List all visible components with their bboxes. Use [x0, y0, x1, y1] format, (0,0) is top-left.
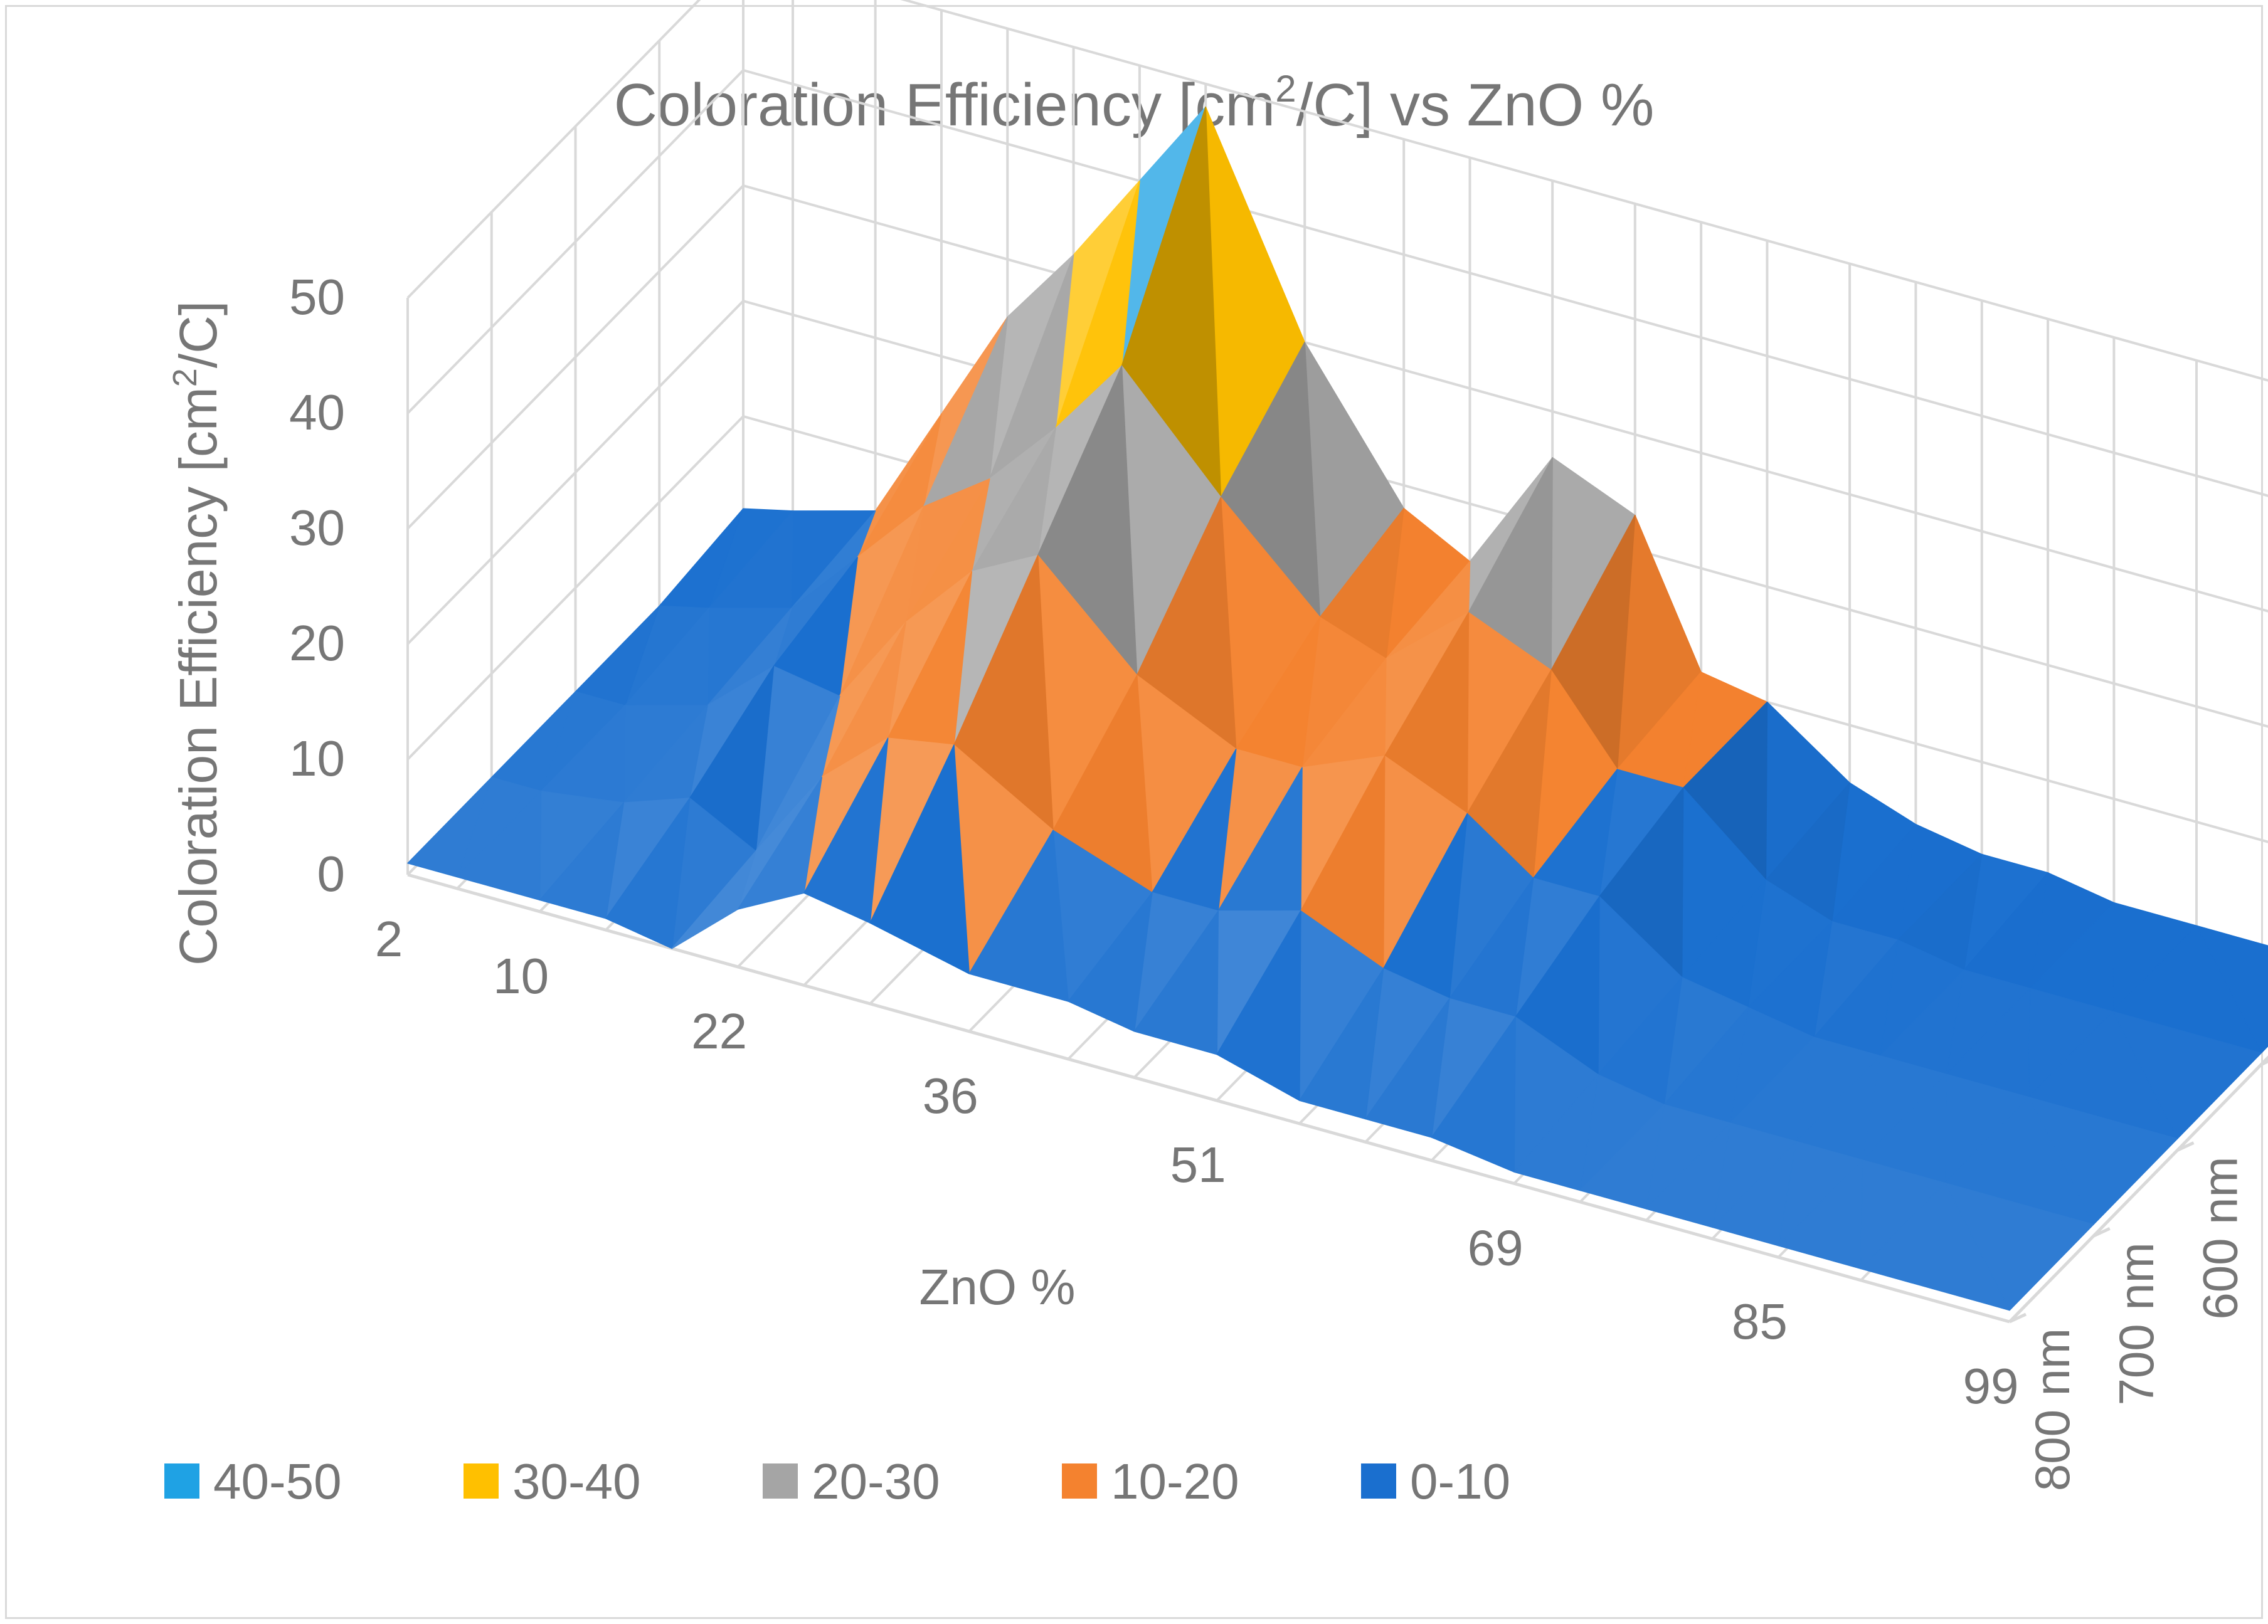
y-axis-title: Coloration Efficiency [cm2/C]: [166, 301, 228, 966]
surface-facet: [1431, 1016, 1516, 1173]
surface-facet: [869, 744, 970, 974]
surface-facet: [1513, 1074, 1599, 1191]
surface-facet: [1299, 968, 1384, 1120]
legend-label: 0-10: [1410, 1453, 1510, 1509]
legend: 40-50 30-40 20-30 10-20 0-10: [164, 1453, 1510, 1509]
x-axis-title: ZnO %: [919, 1259, 1076, 1315]
zno-tick-label: 85: [1732, 1294, 1788, 1349]
surface-facet: [671, 850, 756, 949]
zno-tick-label: 69: [1468, 1220, 1523, 1275]
back-wall-gridline: [900, 0, 2268, 382]
surface-facet: [803, 737, 889, 924]
surface-facet: [1778, 1159, 1863, 1270]
surface-facet: [1712, 1141, 1797, 1247]
zno-tick-label: 36: [923, 1068, 978, 1124]
legend-swatch: [1361, 1463, 1396, 1499]
surface-facet: [1133, 910, 1219, 1055]
zno-axis-tick-labels: 2 10 22 36 51 69 85 99: [375, 911, 2019, 1414]
legend-swatch: [1062, 1463, 1097, 1499]
zno-tick-label: 2: [375, 911, 403, 967]
surface-facet: [407, 777, 492, 878]
surface-facet: [1579, 1104, 1665, 1210]
surface-facet: [737, 776, 823, 910]
z-tick-label: 40: [289, 384, 345, 440]
legend-label: 40-50: [213, 1453, 342, 1509]
legend-label: 20-30: [812, 1453, 940, 1509]
wavelength-tick-label: 700 nm: [2109, 1242, 2164, 1405]
surface-plot: [407, 106, 2268, 1311]
surface-facet: [1365, 998, 1450, 1138]
zno-tick-label: 10: [493, 948, 549, 1004]
legend-swatch: [464, 1463, 499, 1499]
surface-facet: [605, 798, 691, 949]
zno-tick-label: 22: [691, 1003, 747, 1059]
wavelength-tick-mark: [2260, 1060, 2268, 1067]
zno-tick-label: 51: [1170, 1137, 1226, 1193]
legend-label: 30-40: [512, 1453, 641, 1509]
wavelength-tick-label: 600 nm: [2193, 1157, 2248, 1320]
back-wall-gridline: [743, 69, 2268, 497]
surface-facet: [1860, 1182, 2010, 1311]
z-tick-label: 50: [289, 269, 345, 325]
legend-swatch: [164, 1463, 199, 1499]
surface-facet: [539, 802, 625, 919]
z-axis-tick-labels: 0 10 20 30 40 50: [289, 269, 345, 902]
surface-facet: [1068, 892, 1153, 1032]
surface-facet: [1216, 910, 1301, 1101]
wavelength-tick-mark: [2092, 1226, 2111, 1238]
surface-facet: [457, 791, 542, 901]
back-wall-gridline: [743, 184, 2268, 613]
surface-facet: [1645, 1122, 1731, 1228]
zno-tick-label: 99: [1963, 1358, 2019, 1414]
zno-axis-line: [407, 873, 2010, 1324]
wavelength-tick-label: 800 nm: [2025, 1328, 2080, 1491]
legend-label: 10-20: [1111, 1453, 1239, 1509]
surface-facet: [968, 830, 1069, 1002]
z-tick-label: 30: [289, 500, 345, 556]
wavelength-tick-mark: [2008, 1312, 2027, 1324]
z-tick-label: 10: [289, 730, 345, 786]
legend-swatch: [763, 1463, 798, 1499]
wavelength-tick-mark: [2176, 1141, 2195, 1152]
z-tick-label: 0: [317, 846, 346, 902]
z-tick-label: 20: [289, 615, 345, 671]
